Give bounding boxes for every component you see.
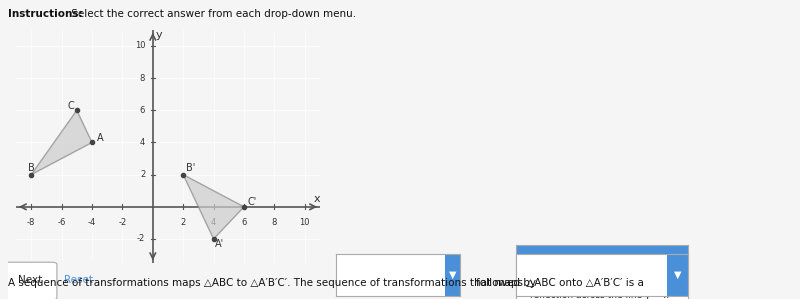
Text: 8: 8 (140, 74, 146, 83)
Text: 10: 10 (299, 218, 310, 227)
Text: A': A' (215, 239, 224, 249)
Text: 6: 6 (140, 106, 146, 115)
Text: 4: 4 (140, 138, 146, 147)
Text: Select the correct answer from each drop-down menu.: Select the correct answer from each drop… (68, 9, 356, 19)
Text: ▼: ▼ (674, 270, 682, 280)
Text: C: C (68, 101, 74, 111)
Text: followed by: followed by (476, 278, 536, 288)
Text: -8: -8 (27, 218, 35, 227)
Text: -2: -2 (118, 218, 126, 227)
FancyBboxPatch shape (2, 262, 57, 299)
Text: 10: 10 (134, 42, 146, 51)
Text: 2: 2 (181, 218, 186, 227)
Text: reflection across the line y = x: reflection across the line y = x (530, 291, 669, 299)
Text: B': B' (186, 164, 195, 173)
Text: y: y (156, 30, 162, 40)
Text: A: A (97, 133, 103, 143)
Text: -2: -2 (137, 234, 146, 243)
Text: 2: 2 (140, 170, 146, 179)
FancyBboxPatch shape (667, 254, 688, 296)
Polygon shape (183, 175, 244, 239)
Text: Instructions:: Instructions: (8, 9, 82, 19)
Text: 4: 4 (211, 218, 216, 227)
FancyBboxPatch shape (445, 254, 460, 296)
Text: -4: -4 (88, 218, 96, 227)
Text: ✓: ✓ (525, 255, 533, 265)
FancyBboxPatch shape (516, 245, 688, 275)
Polygon shape (31, 110, 92, 175)
Text: B: B (28, 164, 35, 173)
Text: 8: 8 (272, 218, 277, 227)
Text: ▼: ▼ (449, 270, 456, 280)
Text: Reset: Reset (64, 275, 94, 285)
Text: reflection across the y-axis: reflection across the y-axis (530, 256, 652, 265)
Text: C': C' (247, 197, 256, 207)
Text: Next: Next (18, 275, 42, 285)
Text: A sequence of transformations maps △ABC to △A′B′C′. The sequence of transformati: A sequence of transformations maps △ABC … (8, 278, 644, 288)
Text: 6: 6 (242, 218, 246, 227)
Text: -6: -6 (58, 218, 66, 227)
Text: x: x (314, 194, 321, 204)
